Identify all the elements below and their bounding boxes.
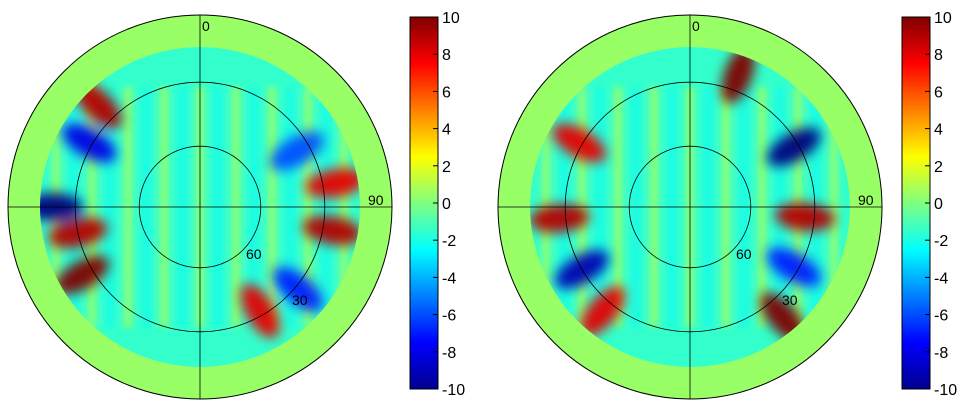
heatmap-feature — [240, 283, 280, 338]
colorbar-tick-label: -10 — [934, 382, 957, 399]
heatmap-feature — [580, 286, 625, 336]
colorbar-tick-label: 4 — [934, 122, 943, 139]
heatmap-feature — [766, 247, 821, 287]
angle-label-0: 0 — [202, 18, 210, 34]
colorbar-tick-label: 8 — [934, 47, 943, 64]
angle-label-90: 90 — [858, 192, 874, 208]
heatmap-feature — [766, 127, 821, 167]
radius-label-60: 60 — [736, 246, 752, 262]
heatmap-feature — [273, 267, 323, 312]
colorbar-tick-label: -6 — [442, 308, 456, 325]
colorbar-tick-label: 0 — [442, 196, 451, 213]
colorbar-right: 10 8 6 4 2 0 -2 -4 -6 -8 -10 — [901, 10, 957, 399]
polar-plot-right: 0 90 60 30 — [497, 14, 883, 400]
colorbar-tick-label: -6 — [934, 308, 948, 325]
heatmap-feature — [530, 204, 590, 233]
colorbar-tick-label: 10 — [442, 10, 460, 27]
colorbar-tick-label: 6 — [442, 84, 451, 101]
heatmap-feature — [552, 123, 607, 163]
colorbar-tick-label: 2 — [442, 159, 451, 176]
colorbar-tick-label: 10 — [934, 10, 952, 27]
colorbar-tick-label: -2 — [442, 233, 456, 250]
colorbar-left: 10 8 6 4 2 0 -2 -4 -6 -8 -10 — [409, 10, 465, 399]
heatmap-feature — [774, 202, 835, 232]
colorbar-tick-label: -8 — [442, 345, 456, 362]
colorbar-tick-label: -2 — [934, 233, 948, 250]
colorbar-tick-label: -10 — [442, 382, 465, 399]
angle-label-90: 90 — [368, 192, 384, 208]
radius-label-30: 30 — [782, 292, 798, 308]
colorbar-tick-label: 8 — [442, 47, 451, 64]
colorbar-tick-label: -4 — [442, 270, 456, 287]
colorbar-tick-label: 2 — [934, 159, 943, 176]
heatmap-feature — [55, 255, 110, 295]
colorbar-tick-label: -4 — [934, 270, 948, 287]
colorbar-tick-label: 4 — [442, 122, 451, 139]
colorbar-tick-label: 0 — [934, 196, 943, 213]
colorbar-tick-label: -8 — [934, 345, 948, 362]
heatmap-feature — [62, 123, 117, 163]
heatmap-feature — [270, 131, 324, 171]
angle-label-0: 0 — [692, 18, 700, 34]
colorbar-tick-label: 6 — [934, 84, 943, 101]
radius-label-30: 30 — [292, 292, 308, 308]
polar-plot-left: 0 90 60 30 — [7, 14, 393, 400]
radius-label-60: 60 — [246, 246, 262, 262]
heatmap-feature — [302, 215, 360, 246]
